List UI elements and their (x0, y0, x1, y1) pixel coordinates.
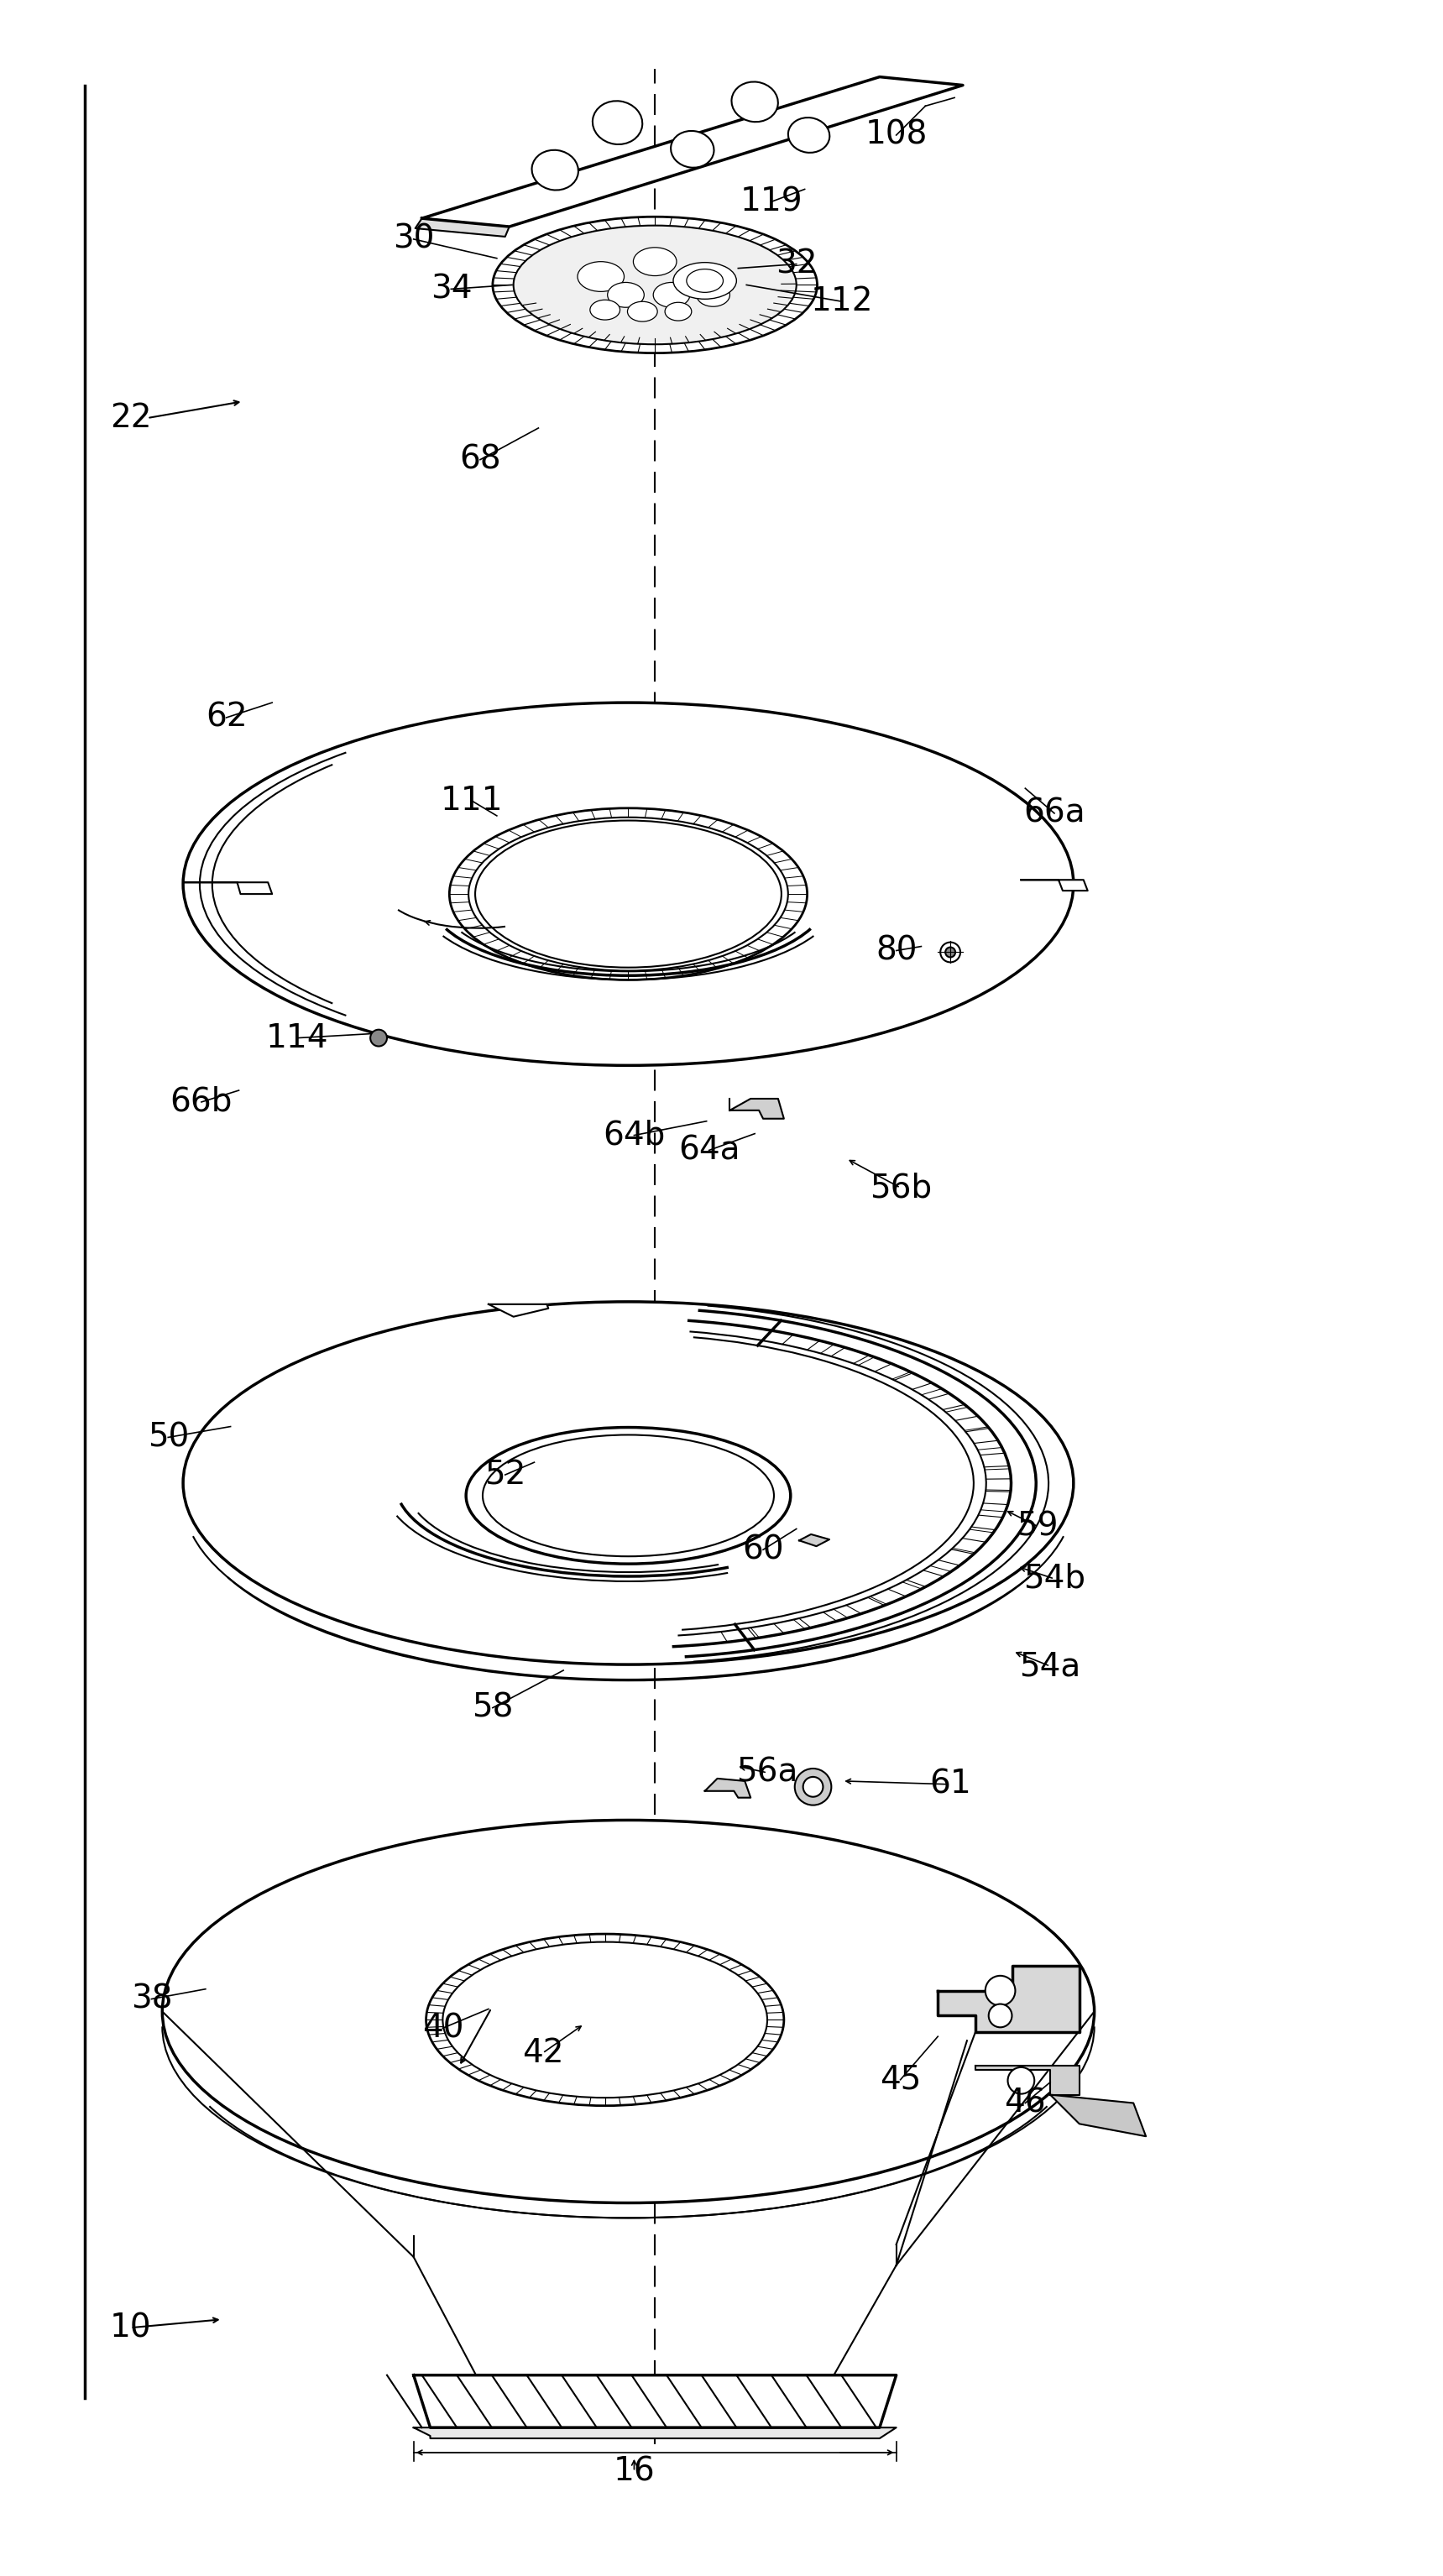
Ellipse shape (593, 100, 642, 144)
Text: 112: 112 (811, 286, 873, 317)
Text: 52: 52 (485, 1458, 525, 1492)
Ellipse shape (671, 131, 714, 167)
Text: 59: 59 (1017, 1510, 1059, 1543)
Ellipse shape (577, 263, 625, 291)
Ellipse shape (687, 268, 723, 294)
Ellipse shape (492, 216, 817, 353)
Polygon shape (414, 2375, 896, 2427)
Polygon shape (1051, 2094, 1146, 2136)
Ellipse shape (633, 247, 677, 276)
Ellipse shape (685, 263, 724, 291)
Text: 61: 61 (929, 1767, 971, 1801)
Circle shape (988, 2004, 1012, 2027)
Polygon shape (704, 1777, 750, 1798)
Ellipse shape (788, 118, 830, 152)
Ellipse shape (183, 1301, 1074, 1664)
Text: 64a: 64a (678, 1133, 740, 1167)
Polygon shape (414, 2427, 896, 2439)
Polygon shape (730, 1100, 784, 1118)
Ellipse shape (590, 299, 620, 319)
Text: 114: 114 (266, 1023, 329, 1054)
Text: 42: 42 (522, 2038, 563, 2069)
Circle shape (1007, 2069, 1035, 2094)
Text: 32: 32 (776, 247, 817, 281)
Ellipse shape (466, 1427, 791, 1564)
Polygon shape (183, 884, 273, 894)
Ellipse shape (183, 703, 1074, 1066)
Text: 16: 16 (613, 2455, 655, 2488)
Text: 22: 22 (110, 402, 152, 433)
Ellipse shape (426, 1935, 784, 2105)
Text: 54a: 54a (1019, 1651, 1081, 1682)
Circle shape (804, 1777, 823, 1798)
Text: 30: 30 (392, 224, 434, 255)
Circle shape (945, 948, 955, 958)
Text: 64b: 64b (603, 1121, 665, 1151)
Polygon shape (416, 219, 509, 237)
Polygon shape (799, 1535, 830, 1546)
Circle shape (371, 1030, 387, 1046)
Polygon shape (975, 2066, 1079, 2094)
Text: 46: 46 (1004, 2087, 1046, 2120)
Text: 38: 38 (131, 1984, 172, 2014)
Text: 50: 50 (147, 1422, 189, 1453)
Polygon shape (938, 1965, 1079, 2032)
Circle shape (941, 943, 961, 963)
Text: 10: 10 (110, 2311, 152, 2344)
Ellipse shape (608, 283, 644, 307)
Text: 40: 40 (421, 2012, 463, 2045)
Text: 45: 45 (880, 2063, 921, 2097)
Ellipse shape (697, 283, 730, 307)
Text: 54b: 54b (1023, 1564, 1085, 1595)
Ellipse shape (532, 149, 579, 191)
Ellipse shape (443, 1942, 768, 2097)
Text: 119: 119 (740, 185, 802, 216)
Polygon shape (421, 77, 962, 227)
Circle shape (986, 1976, 1016, 2007)
Polygon shape (489, 1303, 548, 1316)
Ellipse shape (732, 82, 778, 121)
Ellipse shape (514, 227, 797, 345)
Text: 108: 108 (864, 118, 928, 152)
Ellipse shape (628, 301, 658, 322)
Ellipse shape (654, 283, 690, 307)
Ellipse shape (469, 817, 788, 971)
Circle shape (795, 1770, 831, 1806)
Text: 62: 62 (205, 701, 247, 734)
Ellipse shape (665, 301, 691, 319)
Text: 68: 68 (459, 443, 501, 477)
Text: 56a: 56a (736, 1757, 798, 1788)
Text: 58: 58 (472, 1692, 514, 1723)
Text: 60: 60 (742, 1533, 784, 1566)
Ellipse shape (449, 809, 807, 979)
Ellipse shape (674, 263, 736, 299)
Polygon shape (1022, 881, 1088, 891)
Ellipse shape (162, 1821, 1094, 2202)
Text: 66a: 66a (1023, 799, 1085, 829)
Text: 56b: 56b (869, 1172, 932, 1203)
Ellipse shape (475, 822, 782, 969)
Text: 66b: 66b (170, 1087, 232, 1118)
Text: 80: 80 (876, 935, 918, 966)
Text: 34: 34 (430, 273, 472, 304)
Text: 111: 111 (440, 786, 504, 817)
